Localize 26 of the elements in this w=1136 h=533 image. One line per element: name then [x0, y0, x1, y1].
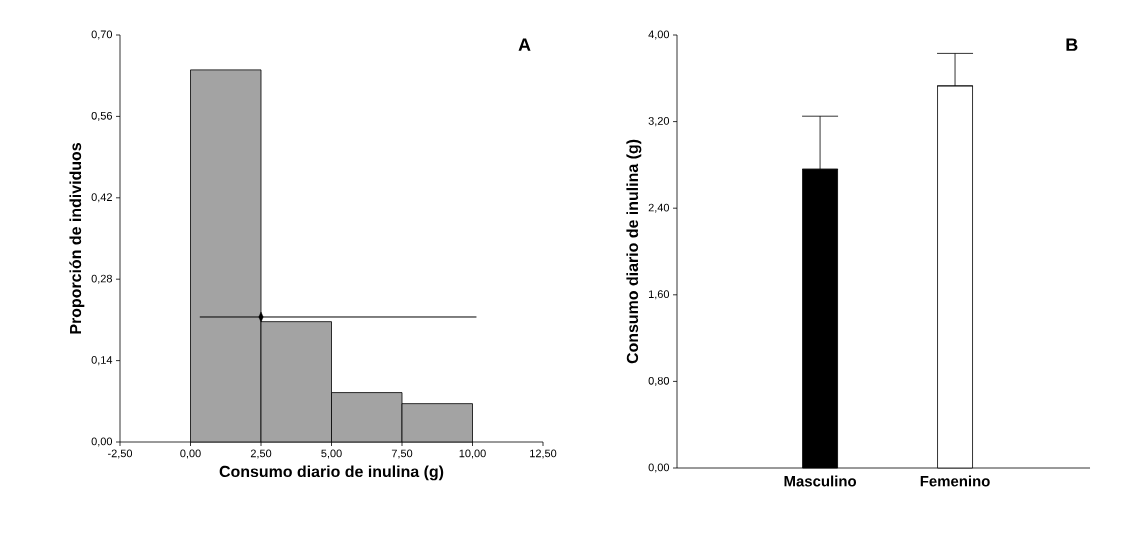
y-tick-label: 0,00 [648, 463, 670, 473]
y-axis-title: Proporción de individuos [69, 143, 85, 334]
y-tick-label: 0,70 [91, 30, 113, 40]
y-tick-label: 3,20 [648, 117, 670, 127]
y-tick-label: 0,56 [91, 111, 112, 121]
y-tick-label: 0,28 [91, 274, 112, 284]
x-tick-label: Femenino [920, 475, 990, 487]
x-tick-label: 7,50 [391, 449, 413, 459]
x-tick-label: 12,50 [530, 449, 557, 459]
y-axis-title: Consumo diario de inulina (g) [626, 139, 642, 364]
y-tick-label: 0,80 [648, 376, 670, 386]
chart-title: A [518, 38, 531, 51]
chart-title: B [1066, 38, 1078, 51]
x-tick-label: 0,00 [180, 449, 201, 459]
y-tick-label: 0,00 [91, 437, 113, 447]
y-tick-label: 2,40 [648, 203, 670, 213]
y-tick-label: 0,42 [91, 193, 112, 203]
y-tick-label: 1,60 [648, 290, 670, 300]
x-tick-label: -2,50 [108, 449, 133, 459]
y-tick-label: 0,14 [91, 356, 113, 366]
x-tick-label: 10,00 [459, 449, 486, 459]
y-tick-label: 4,00 [648, 30, 670, 40]
x-tick-label: 5,00 [321, 449, 342, 459]
x-axis-title: Consumo diario de inulina (g) [219, 465, 444, 481]
x-tick-label: Masculino [784, 475, 857, 487]
x-tick-label: 2,50 [250, 449, 272, 459]
